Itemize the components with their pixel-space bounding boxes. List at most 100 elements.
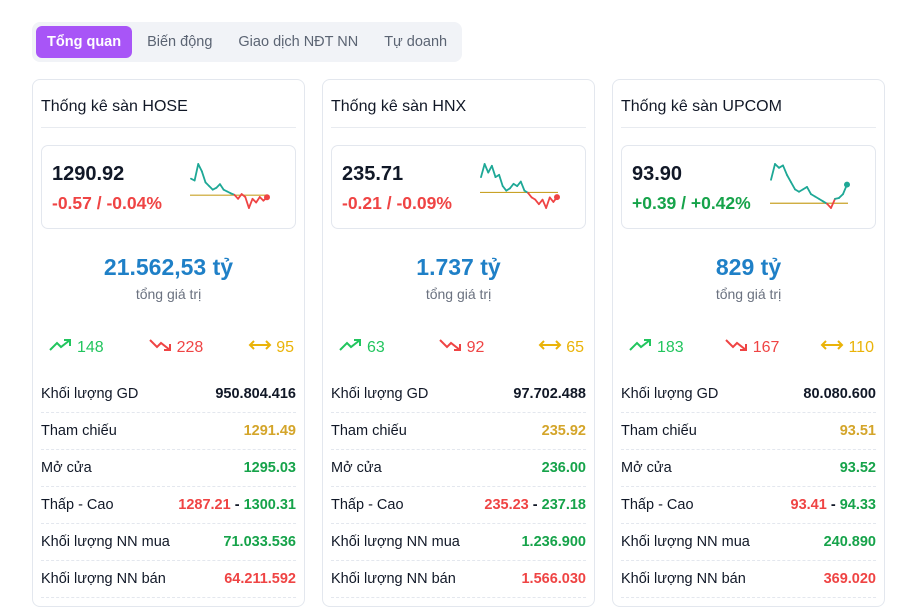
row-foreign-buy: Khối lượng NN mua 1.236.900 [331,524,586,561]
unchanged-count: 65 [566,338,584,356]
row-foreign-buy: Khối lượng NN mua 71.033.536 [41,524,296,561]
advancers-count: 148 [77,338,104,356]
row-label: Khối lượng GD [331,386,429,402]
row-value: 93.51 [839,423,876,439]
sparkline-chart [190,163,270,209]
row-label: Khối lượng NN bán [621,571,746,587]
unchanged: 110 [820,338,874,357]
unchanged: 65 [538,338,584,357]
total-value: 21.562,53 tỷ [103,254,234,280]
price-box: 235.71 -0.21 / -0.09% [331,145,586,229]
sparkline-segment [519,180,526,192]
sparkline-segment [770,163,776,181]
exchange-card: Thống kê sàn HOSE 1290.92 -0.57 / -0.04%… [32,79,305,607]
row-value: 236.00 [541,460,586,476]
total-value-label: tổng giá trị [715,286,782,302]
high-value: 94.33 [839,497,876,513]
trend-up-icon [629,338,653,357]
low-value: 93.41 [790,497,827,513]
index-change: -0.57 / -0.04% [52,193,162,213]
decliners-count: 92 [466,338,485,356]
decliners: 167 [725,338,779,357]
trend-down-icon [438,338,463,357]
row-value: 1291.49 [243,423,296,439]
row-label: Tham chiếu [41,423,117,439]
sparkline-segment [790,181,796,191]
tab-bar: Tổng quan Biến động Giao dịch NĐT NN Tự … [32,22,463,62]
sparkline-segment [244,196,250,209]
sparkline-segment [248,197,254,209]
sparkline-segment [490,164,497,178]
sparkline-segment [774,163,780,169]
sparkline-segment [501,185,508,192]
exchange-card: Thống kê sàn UPCOM 93.90 +0.39 / +0.42% … [612,79,885,607]
sparkline-segment [197,163,203,173]
sparkline-segment [534,198,540,206]
row-label: Thấp - Cao [331,497,404,513]
price-box: 1290.92 -0.57 / -0.04% [41,145,296,229]
row-value: 93.52 [839,460,876,476]
decliners: 92 [438,338,485,357]
low-value: 1287.21 [178,497,231,513]
tab-fluctuation[interactable]: Biến động [147,34,213,50]
sparkline-segment [219,183,225,191]
arrows-horizontal-icon [248,338,272,357]
row-label: Khối lượng NN mua [41,534,170,550]
advancers-count: 63 [367,338,385,356]
sparkline-segment [838,193,844,199]
sparkline-segment [509,182,515,190]
row-label: Thấp - Cao [621,497,694,513]
low-value: 235.23 [484,497,529,513]
sparkline-segment [498,173,504,188]
exchange-card: Thống kê sàn HNX 235.71 -0.21 / -0.09% 1… [322,79,595,607]
sparkline-last-point [844,181,850,188]
sparkline-segment [255,196,261,204]
advancers: 63 [339,338,385,357]
total-value-label: tổng giá trị [425,286,492,302]
sparkline-segment [786,174,792,184]
row-value: 950.804.416 [215,386,296,402]
advancers: 183 [629,338,684,357]
tab-foreign-trading[interactable]: Giao dịch NĐT NN [238,34,359,50]
sparkline-last-point [554,194,560,201]
sparkline-last-point [264,194,270,201]
row-foreign-sell: Khối lượng NN bán 369.020 [621,561,876,598]
row-open: Mở cửa 236.00 [331,450,586,487]
row-low-high: Thấp - Cao 93.41 - 94.33 [621,487,876,524]
breadth-counts: 183 167 110 [629,338,874,357]
index-price: 1290.92 [52,163,125,185]
stats-list: Khối lượng GD 950.804.416 Tham chiếu 1291.… [41,376,296,598]
unchanged-count: 110 [848,338,874,356]
row-volume: Khối lượng GD 80.080.600 [621,376,876,413]
row-foreign-sell: Khối lượng NN bán 1.566.030 [331,561,586,598]
row-volume: Khối lượng GD 97.702.488 [331,376,586,413]
row-low-high: Thấp - Cao 235.23 - 237.18 [331,487,586,524]
sparkline-segment [548,196,555,203]
row-label: Mở cửa [331,460,382,476]
row-foreign-sell: Khối lượng NN bán 64.211.592 [41,561,296,598]
high-value: 237.18 [541,497,586,513]
arrows-horizontal-icon [820,338,844,357]
price-box: 93.90 +0.39 / +0.42% [621,145,876,229]
arrows-horizontal-icon [538,338,562,357]
row-value: 97.702.488 [513,386,586,402]
trend-down-icon [148,338,173,357]
stats-list: Khối lượng GD 80.080.600 Tham chiếu 93.51 … [621,376,876,598]
high-value: 1300.31 [243,497,296,513]
trend-up-icon [339,338,363,357]
tab-proprietary[interactable]: Tự doanh [384,34,448,50]
sparkline-segment [782,164,788,176]
index-change: +0.39 / +0.42% [632,193,751,213]
row-low-high: Thấp - Cao 1287.21 - 1300.31 [41,487,296,524]
total-value: 1.737 tỷ [416,254,501,280]
row-value: 240.890 [823,534,876,550]
row-open: Mở cửa 93.52 [621,450,876,487]
tab-overview[interactable]: Tổng quan [36,26,133,58]
advancers-count: 183 [657,338,684,356]
row-label: Khối lượng GD [621,386,719,402]
row-reference: Tham chiếu 93.51 [621,413,876,450]
row-label: Mở cửa [41,460,92,476]
row-reference: Tham chiếu 235.92 [331,413,586,450]
trend-down-icon [725,338,749,357]
card-title: Thống kê sàn HNX [331,98,586,128]
